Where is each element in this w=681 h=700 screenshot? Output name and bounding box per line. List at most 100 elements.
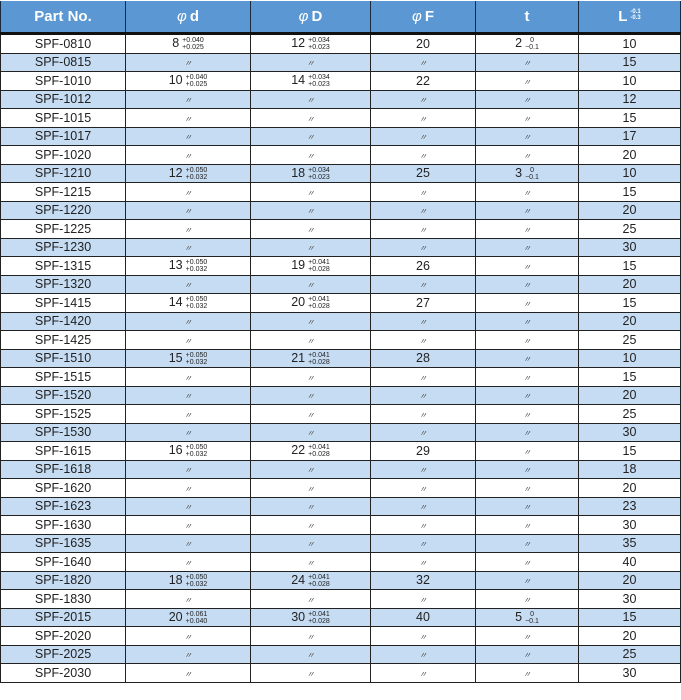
tol-upper: +0.034: [308, 74, 330, 82]
cell-F: 〃: [370, 52, 476, 72]
nominal-value: 30: [291, 609, 306, 624]
cell-t: 〃: [475, 145, 579, 165]
ditto-mark: 〃: [419, 632, 427, 642]
cell-F: 〃: [370, 478, 476, 498]
tol-upper: +0.050: [185, 351, 208, 359]
ditto-mark: 〃: [306, 373, 315, 383]
cell-D: 〃: [250, 404, 371, 424]
ditto-mark: 〃: [523, 503, 531, 513]
table-row: SPF-1635 〃 〃 〃 〃 35: [0, 533, 681, 553]
cell-L: 30: [578, 515, 681, 535]
tol-lower: +0.028: [308, 580, 330, 588]
cell-t: 〃: [475, 348, 579, 368]
ditto-mark: 〃: [184, 540, 192, 550]
table-row: SPF-1415 14 +0.050 +0.032 20 +0.041 +0.028 27 〃 1…: [0, 293, 681, 313]
cell-D: 〃: [250, 385, 371, 405]
cell-part-no: SPF-1520: [0, 385, 126, 405]
cell-F: 20: [370, 33, 476, 54]
cell-part-no: SPF-1515: [0, 367, 126, 387]
ditto-mark: 〃: [523, 96, 531, 106]
cell-L: 15: [578, 441, 681, 461]
cell-part-no: SPF-1640: [0, 552, 126, 572]
cell-t: 〃: [475, 441, 579, 461]
cell-L: 20: [578, 145, 681, 165]
cell-d: 〃: [125, 237, 251, 257]
tol-lower: +0.032: [185, 173, 208, 181]
table-row: SPF-2015 20 +0.061 +0.040 30 +0.041 +0.028 40 5 0…: [0, 607, 681, 627]
cell-L: 25: [578, 330, 681, 350]
ditto-mark: 〃: [419, 429, 427, 439]
header-t: t: [475, 1, 579, 35]
tol-lower: −0.1: [525, 44, 539, 52]
cell-F: 〃: [370, 385, 476, 405]
cell-D: 21 +0.041 +0.028: [250, 348, 371, 368]
ditto-mark: 〃: [184, 466, 192, 476]
cell-L: 30: [578, 237, 681, 257]
cell-t: 〃: [475, 71, 579, 91]
ditto-mark: 〃: [523, 558, 531, 568]
nominal-value: 15: [168, 350, 183, 365]
cell-d: 〃: [125, 478, 251, 498]
tol-lower: +0.040: [185, 617, 208, 625]
ditto-mark: 〃: [306, 503, 315, 513]
nominal-value: 13: [168, 258, 183, 273]
ditto-mark: 〃: [184, 114, 192, 124]
table-row: SPF-1618 〃 〃 〃 〃 18: [0, 459, 681, 479]
ditto-mark: 〃: [306, 336, 315, 346]
ditto-mark: 〃: [523, 299, 531, 309]
ditto-mark: 〃: [306, 484, 315, 494]
tol-lower: +0.032: [185, 451, 208, 459]
cell-F: 〃: [370, 237, 476, 257]
ditto-mark: 〃: [184, 336, 192, 346]
cell-d: 8 +0.040 +0.025: [125, 33, 251, 54]
ditto-mark: 〃: [419, 595, 427, 605]
ditto-mark: 〃: [419, 503, 427, 513]
ditto-mark: 〃: [184, 503, 192, 513]
nominal-value: 18: [291, 165, 306, 180]
cell-F: 〃: [370, 644, 476, 664]
cell-part-no: SPF-1830: [0, 589, 126, 609]
cell-D: 〃: [250, 422, 371, 442]
nominal-value: 16: [168, 443, 183, 458]
tol-upper: +0.041: [308, 351, 330, 359]
nominal-value: 21: [291, 350, 306, 365]
table-row: SPF-2025 〃 〃 〃 〃 25: [0, 644, 681, 664]
table-row: SPF-1210 12 +0.050 +0.032 18 +0.034 +0.023 25 3 0…: [0, 163, 681, 183]
tol-lower: +0.025: [185, 81, 208, 89]
cell-F: 22: [370, 71, 476, 91]
ditto-mark: 〃: [306, 595, 315, 605]
cell-F: 〃: [370, 589, 476, 609]
cell-F: 〃: [370, 367, 476, 387]
cell-part-no: SPF-1530: [0, 422, 126, 442]
cell-F: 〃: [370, 89, 476, 109]
header-L: L -0.1 -0.3: [578, 1, 681, 35]
tol-upper: +0.050: [185, 166, 208, 174]
cell-D: 〃: [250, 274, 371, 294]
cell-D: 〃: [250, 182, 371, 202]
ditto-mark: 〃: [306, 521, 315, 531]
cell-L: 30: [578, 422, 681, 442]
table-row: SPF-1820 18 +0.050 +0.032 24 +0.041 +0.028 32 〃 2…: [0, 570, 681, 590]
cell-part-no: SPF-1017: [0, 126, 126, 146]
cell-L: 25: [578, 404, 681, 424]
ditto-mark: 〃: [523, 114, 531, 124]
cell-L: 30: [578, 663, 681, 683]
cell-d: 〃: [125, 404, 251, 424]
cell-F: 〃: [370, 108, 476, 128]
tolerance: 0 −0.1: [525, 37, 539, 51]
ditto-mark: 〃: [419, 410, 427, 420]
cell-part-no: SPF-1635: [0, 533, 126, 553]
cell-d: 13 +0.050 +0.032: [125, 256, 251, 276]
ditto-mark: 〃: [184, 96, 192, 106]
cell-d: 〃: [125, 145, 251, 165]
header-d-label: d: [189, 8, 199, 25]
table-row: SPF-1615 16 +0.050 +0.032 22 +0.041 +0.028 29 〃 1…: [0, 441, 681, 461]
nominal-value: 12: [168, 165, 183, 180]
cell-F: 〃: [370, 200, 476, 220]
nominal-value: 14: [168, 295, 183, 310]
cell-L: 10: [578, 71, 681, 91]
ditto-mark: 〃: [306, 207, 315, 217]
table-row: SPF-1420 〃 〃 〃 〃 20: [0, 311, 681, 331]
ditto-mark: 〃: [523, 429, 531, 439]
